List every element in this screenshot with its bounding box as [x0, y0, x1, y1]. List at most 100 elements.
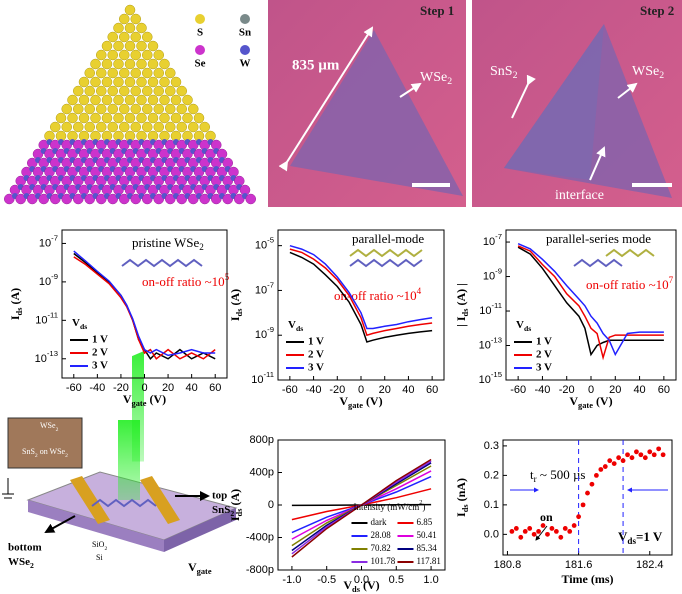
y-tick-label: 10-11: [251, 370, 274, 386]
atom: [79, 95, 89, 105]
atom: [91, 77, 101, 87]
atom: [160, 113, 170, 123]
data-point: [536, 529, 541, 534]
atom: [62, 122, 72, 132]
data-point: [576, 514, 581, 519]
legend-title: Vds: [516, 319, 531, 333]
atom: [85, 122, 95, 132]
x-tick-label: -0.5: [317, 574, 336, 586]
atom: [96, 104, 106, 114]
material-label: interface: [555, 188, 604, 203]
atom: [102, 77, 112, 87]
data-point: [661, 452, 666, 457]
data-point: [514, 526, 519, 531]
x-tick-label: 60: [426, 384, 438, 396]
data-point: [572, 523, 577, 528]
x-tick-label: 40: [186, 382, 198, 394]
atom-label: Sn: [239, 27, 251, 39]
x-tick-label: -40: [89, 382, 105, 394]
device-icon: [606, 250, 654, 256]
atom: [160, 59, 170, 69]
atom: [125, 59, 135, 69]
atom: [171, 95, 181, 105]
atom: [125, 95, 135, 105]
data-point: [518, 535, 523, 540]
atom: [131, 14, 141, 24]
atom: [96, 122, 106, 132]
legend-label: 117.81: [416, 556, 440, 566]
atom: [165, 86, 175, 96]
atom: [73, 86, 83, 96]
data-point: [523, 529, 528, 534]
y-tick-label: 400p: [250, 466, 274, 478]
device-icon: [122, 260, 202, 266]
y-tick-label: -400p: [246, 531, 274, 543]
atom: [177, 122, 187, 132]
atom: [142, 32, 152, 42]
atom: [131, 32, 141, 42]
x-axis-label: Time (ms): [561, 572, 613, 586]
atom: [183, 95, 193, 105]
atom: [85, 104, 95, 114]
legend-label: 101.78: [370, 556, 395, 566]
atom: [91, 59, 101, 69]
atom: [85, 86, 95, 96]
annotation: on-off ratio ~105: [142, 272, 230, 289]
data-point: [567, 529, 572, 534]
atom: [131, 86, 141, 96]
atom: [200, 122, 210, 132]
data-point: [643, 455, 648, 460]
data-point: [541, 523, 546, 528]
legend-title: Vds: [72, 317, 87, 331]
atom-key: [195, 14, 205, 24]
atom-key: [195, 45, 205, 55]
device-label: WSe2: [8, 556, 34, 570]
light-beam: [118, 420, 140, 500]
legend-label: 3 V: [92, 360, 108, 372]
x-tick-label: 60: [209, 382, 221, 394]
x-axis-label: Vgate (V): [569, 394, 612, 410]
atom: [114, 113, 124, 123]
atom-label: W: [240, 58, 251, 70]
y-tick-label: 0: [268, 499, 274, 511]
legend-label: 6.85: [416, 517, 432, 527]
atom-key: [240, 45, 250, 55]
atom: [142, 122, 152, 132]
atom: [119, 32, 129, 42]
atom: [160, 77, 170, 87]
data-point: [563, 526, 568, 531]
x-tick-label: 180.8: [494, 559, 522, 571]
y-axis-label: Ids (A): [8, 288, 24, 320]
x-tick-label: -60: [282, 384, 298, 396]
atom: [119, 86, 129, 96]
data-point: [590, 482, 595, 487]
data-point: [638, 452, 643, 457]
atom: [73, 122, 83, 132]
scale-label: 835 µm: [292, 57, 340, 73]
y-axis-label: Ids (nA): [454, 478, 470, 517]
legend-label: 3 V: [308, 362, 324, 374]
atom: [108, 86, 118, 96]
y-axis-label: Ids (A): [228, 289, 244, 321]
scale-bar: [412, 183, 450, 187]
atom: [102, 113, 112, 123]
atom: [125, 113, 135, 123]
atom: [142, 68, 152, 78]
atom: [137, 23, 147, 33]
atom: [131, 68, 141, 78]
atom: [137, 59, 147, 69]
data-point: [585, 491, 590, 496]
x-tick-label: -1.0: [282, 574, 301, 586]
atom: [119, 122, 129, 132]
data-point: [607, 458, 612, 463]
atom: [119, 68, 129, 78]
y-tick-label: 10-11: [35, 310, 58, 326]
atom: [108, 68, 118, 78]
atom: [68, 113, 78, 123]
atom: [114, 23, 124, 33]
y-tick-label: 10-9: [39, 272, 58, 288]
scale-bar: [632, 183, 672, 187]
y-tick-label: 0.2: [484, 469, 499, 481]
atom-label: Se: [195, 58, 206, 70]
legend-label: 2 V: [308, 349, 324, 361]
